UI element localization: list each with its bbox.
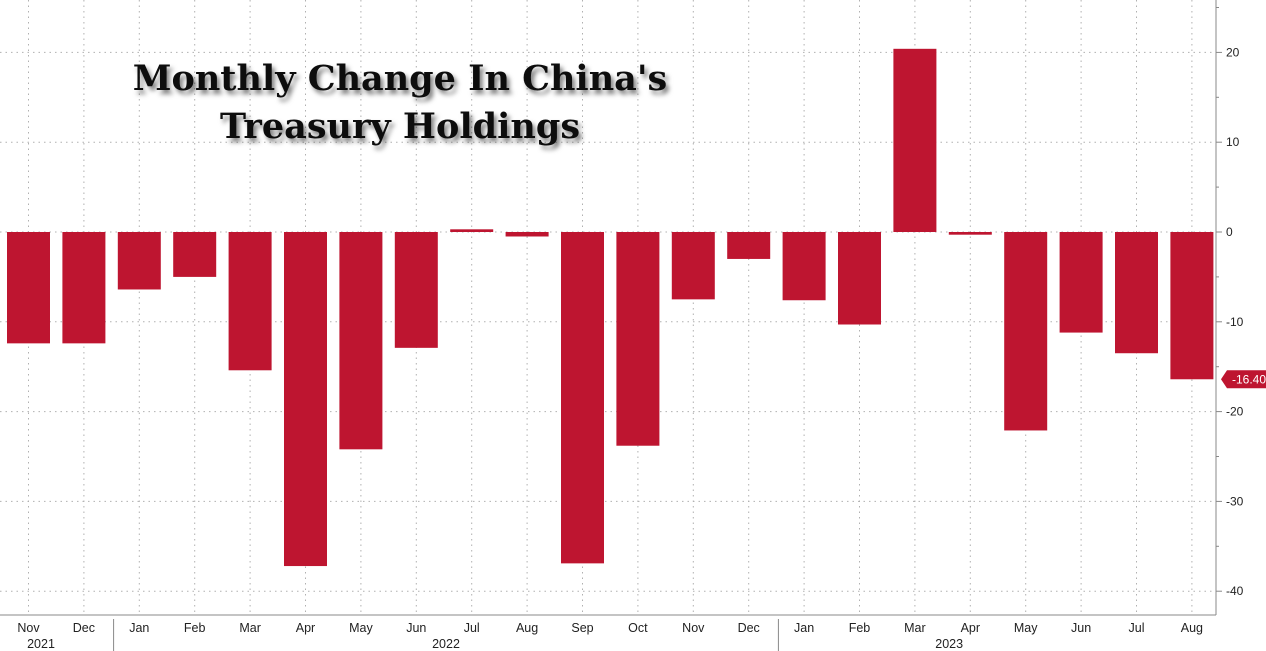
bar: [339, 232, 383, 450]
year-label: 2022: [432, 637, 460, 651]
x-tick-label: Jan: [129, 621, 149, 635]
y-axis: 20 10 0 -10 -20 -30 -40 -16.40: [1215, 0, 1266, 615]
bar: [62, 232, 106, 344]
x-tick-label: Nov: [682, 621, 705, 635]
x-tick-label: Jul: [1129, 621, 1145, 635]
bar: [394, 232, 438, 348]
bar: [727, 232, 771, 259]
x-axis: Nov Dec Jan Feb Mar Apr May Jun Jul Aug Sep Oct Nov D…: [0, 614, 1216, 651]
bar: [1059, 232, 1103, 333]
bar: [117, 232, 161, 290]
bars: [7, 48, 1214, 567]
bar: [561, 232, 604, 564]
y-tick-label: 20: [1226, 45, 1240, 59]
x-tick-label: Jul: [464, 621, 480, 635]
y-tick-label: -10: [1226, 315, 1244, 329]
chart-title: Monthly Change In China's Treasury Holdi…: [133, 58, 667, 147]
bar: [948, 232, 992, 235]
y-tick-label: 0: [1226, 225, 1233, 239]
bar: [284, 232, 327, 567]
bar: [671, 232, 715, 300]
x-tick-label: May: [349, 621, 373, 635]
y-tick-label: 10: [1226, 135, 1240, 149]
x-tick-label: Sep: [571, 621, 593, 635]
x-tick-label: Dec: [738, 621, 760, 635]
x-tick-label: Jun: [1071, 621, 1091, 635]
bar: [616, 232, 660, 446]
x-tick-label: Nov: [17, 621, 40, 635]
x-tick-label: Aug: [1181, 621, 1203, 635]
bar: [450, 229, 494, 232]
x-tick-label: Apr: [961, 621, 980, 635]
bar: [782, 232, 826, 301]
x-tick-label: Feb: [184, 621, 206, 635]
bar: [505, 232, 549, 237]
bar: [1170, 232, 1214, 380]
x-tick-label: Jan: [794, 621, 814, 635]
x-tick-label: Apr: [296, 621, 315, 635]
x-tick-label: Jun: [406, 621, 426, 635]
title-line-1: Monthly Change In China's: [133, 58, 667, 99]
title-line-2: Treasury Holdings: [220, 106, 580, 147]
x-tick-label: Aug: [516, 621, 538, 635]
x-tick-label: Oct: [628, 621, 648, 635]
bar: [1115, 232, 1158, 354]
bar: [7, 232, 50, 344]
bar: [838, 232, 881, 325]
last-value-label: -16.40: [1232, 372, 1266, 386]
year-label: 2021: [27, 637, 55, 651]
x-tick-label: Feb: [849, 621, 871, 635]
bar: [1004, 232, 1048, 431]
y-tick-label: -40: [1226, 584, 1244, 598]
x-tick-label: Mar: [239, 621, 261, 635]
y-tick-label: -30: [1226, 494, 1244, 508]
x-tick-label: Dec: [73, 621, 95, 635]
bar: [173, 232, 217, 277]
year-label: 2023: [935, 637, 963, 651]
bar: [893, 48, 937, 232]
bar: [228, 232, 272, 371]
x-tick-label: May: [1014, 621, 1038, 635]
y-tick-label: -20: [1226, 405, 1244, 419]
x-tick-label: Mar: [904, 621, 926, 635]
last-value-tag: [1221, 370, 1266, 389]
